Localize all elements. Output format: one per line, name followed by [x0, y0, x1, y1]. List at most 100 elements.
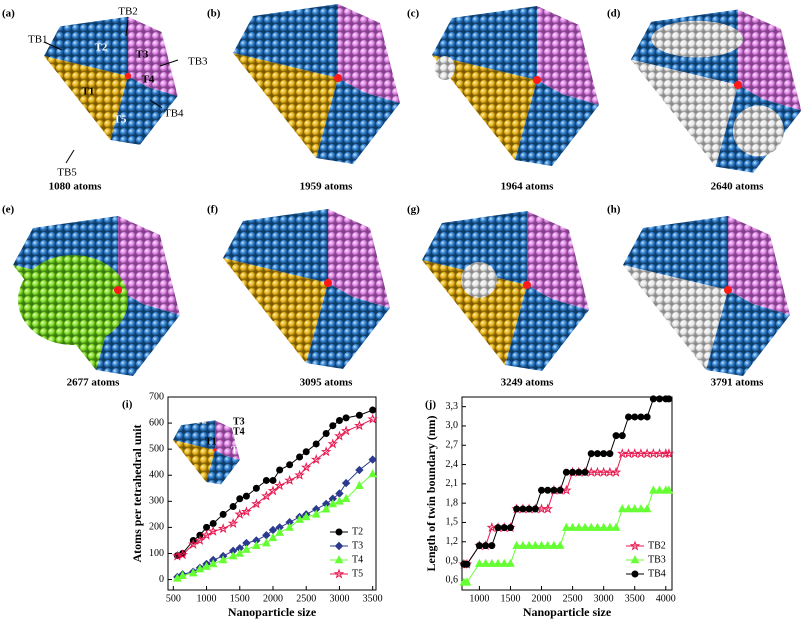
y-tick-label: 0,6	[446, 575, 459, 586]
legend-label: T5	[352, 568, 363, 579]
panel-label: (h)	[607, 204, 621, 216]
marker	[606, 450, 614, 458]
panel-label: (b)	[207, 8, 221, 20]
marker	[513, 505, 521, 513]
panel-label: (c)	[407, 8, 420, 20]
x-tick-label: 2500	[296, 593, 316, 604]
marker	[242, 544, 251, 553]
marker	[229, 503, 237, 511]
marker	[488, 542, 496, 550]
marker	[612, 432, 620, 440]
y-tick-label: 2,1	[446, 478, 459, 489]
grain-t1	[223, 258, 328, 363]
marker	[586, 522, 596, 531]
marker	[581, 468, 589, 476]
marker	[327, 438, 339, 449]
grain-t4	[206, 450, 240, 485]
marker	[631, 413, 639, 421]
y-tick-label: 400	[149, 470, 164, 481]
panel-caption: 1080 atoms	[49, 181, 103, 193]
marker	[329, 422, 337, 430]
annotation: T2	[95, 42, 108, 54]
marker	[252, 540, 261, 549]
grain-t4	[515, 80, 599, 166]
marker	[593, 522, 602, 531]
marker	[580, 522, 590, 531]
marker	[334, 430, 345, 441]
marker	[195, 564, 205, 573]
marker	[335, 496, 344, 505]
annotation: TB2	[118, 6, 138, 18]
marker	[194, 534, 206, 545]
y-tick-label: 1,5	[446, 517, 459, 528]
marker	[228, 551, 238, 560]
y-tick-label: 200	[149, 522, 164, 533]
legend-marker	[631, 570, 639, 578]
annotation: T5	[114, 114, 127, 126]
grain-t2	[623, 216, 728, 290]
panel-label: (e)	[2, 204, 15, 216]
marker	[543, 540, 553, 549]
marker	[321, 504, 331, 513]
marker	[482, 542, 490, 550]
junction	[114, 286, 122, 294]
x-tick-label: 1500	[500, 593, 520, 604]
marker	[569, 468, 577, 476]
marker	[519, 505, 527, 513]
marker	[236, 495, 244, 503]
panel-caption: 2640 atoms	[711, 181, 765, 193]
panel-label: (g)	[407, 204, 420, 216]
marker	[499, 558, 509, 567]
marker	[301, 512, 311, 521]
y-tick-label: 2,4	[446, 459, 459, 470]
inset-label: T3	[233, 416, 245, 427]
panel-caption: 1959 atoms	[300, 181, 354, 193]
marker	[660, 448, 672, 459]
y-tick-label: 100	[149, 548, 164, 559]
chart-label: (j)	[425, 399, 436, 411]
marker	[274, 480, 285, 491]
x-tick-label: 1500	[230, 593, 250, 604]
blob	[732, 105, 784, 157]
junction	[334, 74, 342, 82]
marker	[312, 440, 320, 448]
marker	[487, 558, 497, 567]
marker	[242, 492, 250, 500]
marker	[311, 509, 321, 518]
annotation: TB4	[164, 108, 184, 120]
marker	[593, 450, 601, 458]
marker	[208, 559, 218, 568]
marker	[300, 461, 312, 472]
inset-label: T5	[231, 445, 243, 456]
grain-t2	[173, 420, 215, 450]
legend-marker	[334, 555, 344, 564]
marker	[643, 413, 651, 421]
x-tick-label: 1000	[469, 593, 489, 604]
marker	[268, 532, 278, 542]
grain-t2	[432, 6, 537, 80]
marker	[512, 540, 522, 549]
marker	[475, 542, 483, 550]
particle-images	[13, 4, 802, 485]
chart-label: (i)	[122, 399, 133, 411]
x-tick-label: 3500	[363, 593, 383, 604]
y-tick-label: 3,3	[446, 401, 459, 412]
plot-frame	[167, 396, 377, 591]
arrow	[159, 59, 179, 67]
marker	[574, 522, 584, 531]
marker	[177, 549, 188, 560]
marker	[463, 560, 471, 568]
marker	[368, 455, 377, 464]
blob	[435, 56, 455, 80]
inset-label: T4	[233, 426, 245, 437]
marker	[275, 527, 284, 536]
marker	[637, 413, 645, 421]
inset-label: T2	[195, 415, 207, 426]
marker	[524, 540, 534, 549]
legend-marker	[334, 541, 344, 551]
panel-label: (f)	[207, 204, 218, 216]
marker	[269, 476, 277, 484]
marker	[201, 529, 212, 540]
legend-label: T4	[352, 554, 363, 565]
grain-t3	[527, 211, 589, 310]
